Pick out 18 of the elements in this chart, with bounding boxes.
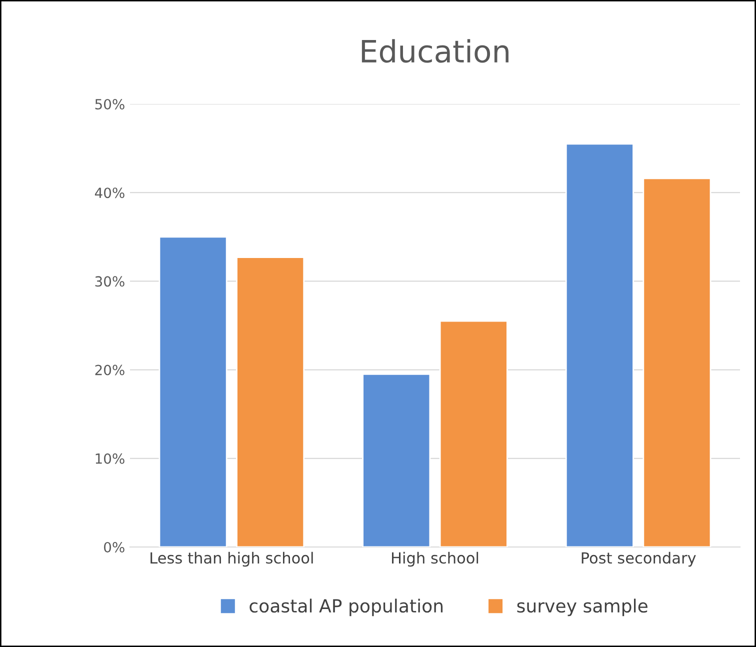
bar [362,374,431,547]
bar [158,236,228,547]
bar [642,178,712,547]
legend-label: survey sample [517,598,648,616]
x-tick-label: High school [392,552,478,567]
legend-label: coastal AP population [250,598,443,616]
y-tick-label: 10% [96,453,124,464]
x-tick-label: Post secondary [582,552,696,567]
bar [236,256,305,547]
y-tick-label: 20% [95,364,124,376]
y-tick-label: 0% [104,542,124,552]
y-tick-label: 30% [95,276,124,287]
chart-title: Education [362,39,508,63]
y-tick-label: 40% [94,188,124,198]
bar [565,143,634,547]
y-tick-label: 50% [95,98,124,110]
bar [439,320,508,547]
x-tick-label: Less than high school [150,552,313,567]
